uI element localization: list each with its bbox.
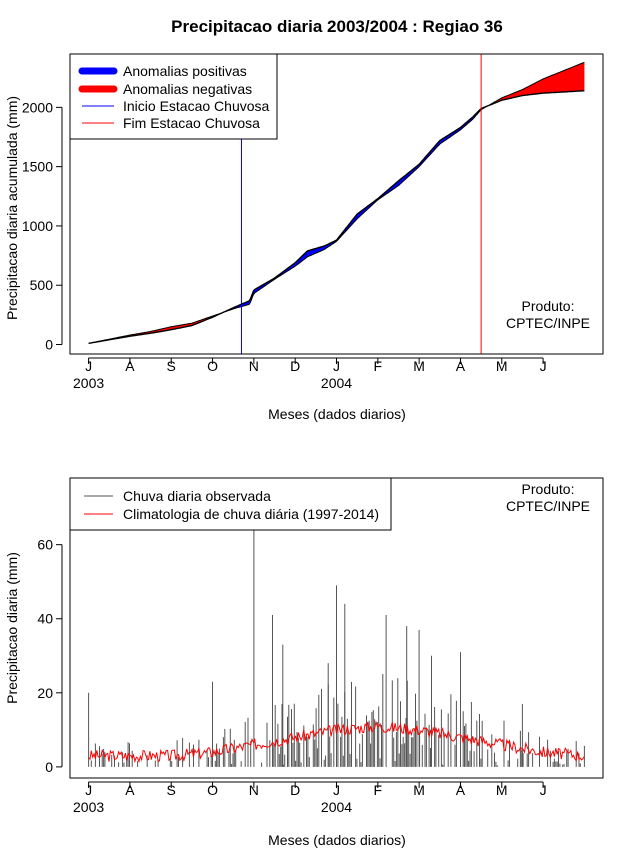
bottom-x-tick-label-10: M: [496, 782, 508, 798]
legend-label-season-start: Inicio Estacao Chuvosa: [123, 98, 270, 114]
top-x-tick-label-7: F: [374, 358, 383, 374]
legend-label-observed: Chuva diaria observada: [123, 488, 271, 504]
bottom-product-label: Produto:: [522, 481, 575, 497]
bottom-legend-box: [69, 477, 392, 531]
top-x-axis-label: Meses (dados diarios): [268, 406, 406, 422]
bottom-y-tick-label-0: 0: [45, 759, 53, 775]
top-x-tick-label-8: M: [413, 358, 425, 374]
negative-anomaly-area-0: [88, 312, 223, 344]
top-x-tick-label-10: M: [496, 358, 508, 374]
bottom-year-label-1: 2004: [321, 799, 352, 815]
top-y-tick-label-1: 500: [30, 277, 54, 293]
chart-title: Precipitacao diaria 2003/2004 : Regiao 3…: [171, 17, 503, 36]
top-plot-frame: [69, 53, 604, 355]
legend-label-positive: Anomalias positivas: [123, 63, 247, 79]
top-y-tick-label-2: 1000: [22, 218, 53, 234]
bottom-x-tick-label-0: J: [85, 782, 92, 798]
bottom-y-axis-label: Precipitacao diaria (mm): [4, 552, 20, 704]
bottom-legend: Chuva diaria observada Climatologia de c…: [69, 477, 392, 531]
bottom-y-tick-label-3: 60: [37, 537, 53, 553]
bottom-y-tick-label-1: 20: [37, 685, 53, 701]
top-product-label: Produto:: [522, 298, 575, 314]
top-year-label-1: 2004: [321, 375, 352, 391]
observed-accumulated-line: [88, 90, 585, 344]
bottom-year-label-0: 2003: [73, 799, 104, 815]
bottom-y-tick-label-2: 40: [37, 611, 53, 627]
bottom-product-source: CPTEC/INPE: [506, 498, 590, 514]
bottom-x-tick-label-4: N: [249, 782, 259, 798]
top-x-tick-label-11: J: [540, 358, 547, 374]
top-x-tick-label-2: S: [167, 358, 176, 374]
bottom-x-tick-label-1: A: [125, 782, 135, 798]
top-x-tick-label-9: A: [456, 358, 466, 374]
legend-label-season-end: Fim Estacao Chuvosa: [123, 115, 260, 131]
bottom-x-axis-label: Meses (dados diarios): [268, 832, 406, 848]
bottom-x-tick-label-2: S: [167, 782, 176, 798]
bottom-x-tick-label-8: M: [413, 782, 425, 798]
top-x-tick-label-4: N: [249, 358, 259, 374]
top-y-axis-label: Precipitacao diaria acumulada (mm): [4, 96, 20, 320]
legend-label-negative: Anomalias negativas: [123, 81, 252, 97]
top-y-tick-label-4: 2000: [22, 99, 53, 115]
top-x-tick-label-1: A: [125, 358, 135, 374]
bottom-x-tick-label-5: D: [290, 782, 300, 798]
climatology-daily-line: [88, 720, 585, 764]
top-year-label-0: 2003: [73, 375, 104, 391]
top-x-tick-label-5: D: [290, 358, 300, 374]
top-y-tick-label-0: 0: [45, 337, 53, 353]
top-x-tick-label-6: J: [333, 358, 340, 374]
top-y-tick-label-3: 1500: [22, 159, 53, 175]
legend-label-climatology: Climatologia de chuva diária (1997-2014): [123, 506, 379, 522]
bottom-x-tick-label-9: A: [456, 782, 466, 798]
top-product-source: CPTEC/INPE: [506, 315, 590, 331]
bottom-x-tick-label-6: J: [333, 782, 340, 798]
accumulated-chart: Precipitacao diaria 2003/2004 : Regiao 3…: [4, 17, 604, 422]
top-x-tick-label-3: O: [207, 358, 218, 374]
top-x-tick-label-0: J: [85, 358, 92, 374]
bottom-x-tick-label-3: O: [207, 782, 218, 798]
negative-anomaly-area-2: [487, 62, 585, 106]
bottom-x-tick-label-11: J: [540, 782, 547, 798]
bottom-x-tick-label-7: F: [374, 782, 383, 798]
climatology-accumulated-line: [88, 61, 585, 344]
top-legend: Anomalias positivas Anomalias negativas …: [69, 53, 278, 140]
